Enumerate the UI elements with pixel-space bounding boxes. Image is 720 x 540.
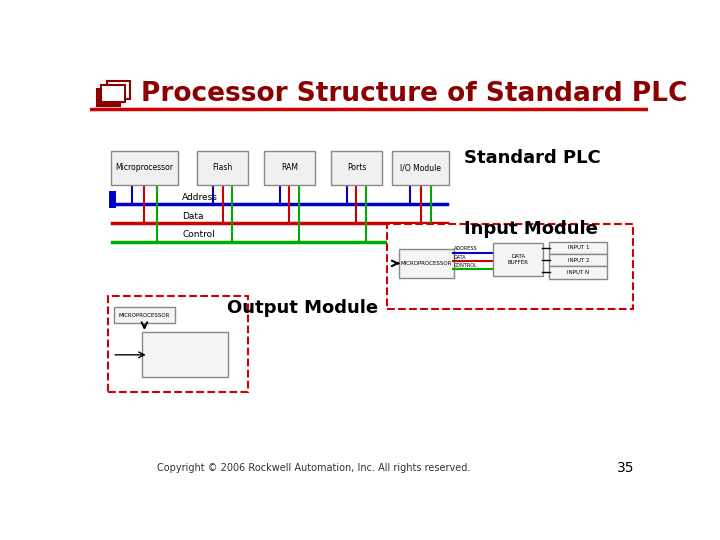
Text: Output Module: Output Module <box>227 299 378 317</box>
FancyBboxPatch shape <box>549 241 607 254</box>
Text: INPUT 2: INPUT 2 <box>567 258 589 262</box>
Text: I/O Module: I/O Module <box>400 163 441 172</box>
FancyBboxPatch shape <box>493 243 543 275</box>
FancyBboxPatch shape <box>549 254 607 266</box>
FancyBboxPatch shape <box>392 151 449 185</box>
Text: INPUT 1: INPUT 1 <box>567 245 589 250</box>
Text: Input Module: Input Module <box>464 220 598 238</box>
Text: Standard PLC: Standard PLC <box>464 150 600 167</box>
Text: Processor Structure of Standard PLC: Processor Structure of Standard PLC <box>141 81 688 107</box>
FancyBboxPatch shape <box>142 332 228 377</box>
Text: RAM: RAM <box>281 163 298 172</box>
FancyBboxPatch shape <box>107 82 130 99</box>
FancyBboxPatch shape <box>96 89 120 106</box>
Text: Copyright © 2006 Rockwell Automation, Inc. All rights reserved.: Copyright © 2006 Rockwell Automation, In… <box>156 463 470 473</box>
FancyBboxPatch shape <box>264 151 315 185</box>
Text: CONTROL: CONTROL <box>454 263 477 268</box>
FancyBboxPatch shape <box>387 224 633 309</box>
FancyBboxPatch shape <box>111 151 178 185</box>
Text: MICROPROCESSOR: MICROPROCESSOR <box>119 313 170 318</box>
Text: Control: Control <box>182 231 215 239</box>
FancyBboxPatch shape <box>399 249 454 278</box>
Text: DATA: DATA <box>454 255 467 260</box>
Text: 35: 35 <box>616 461 634 475</box>
Text: INPUT N: INPUT N <box>567 270 589 275</box>
FancyBboxPatch shape <box>108 296 248 393</box>
Text: ADDRESS: ADDRESS <box>454 246 477 252</box>
Text: Flash: Flash <box>212 163 233 172</box>
FancyBboxPatch shape <box>197 151 248 185</box>
FancyBboxPatch shape <box>549 266 607 279</box>
Text: Address: Address <box>182 193 218 202</box>
FancyBboxPatch shape <box>114 307 175 323</box>
Text: MICROPROCESSOR: MICROPROCESSOR <box>400 261 452 266</box>
Text: Microprocessor: Microprocessor <box>115 163 174 172</box>
FancyBboxPatch shape <box>101 85 125 102</box>
FancyBboxPatch shape <box>331 151 382 185</box>
Text: Data: Data <box>182 212 204 221</box>
Text: DATA
BUFFER: DATA BUFFER <box>508 254 528 265</box>
Text: Ports: Ports <box>347 163 366 172</box>
